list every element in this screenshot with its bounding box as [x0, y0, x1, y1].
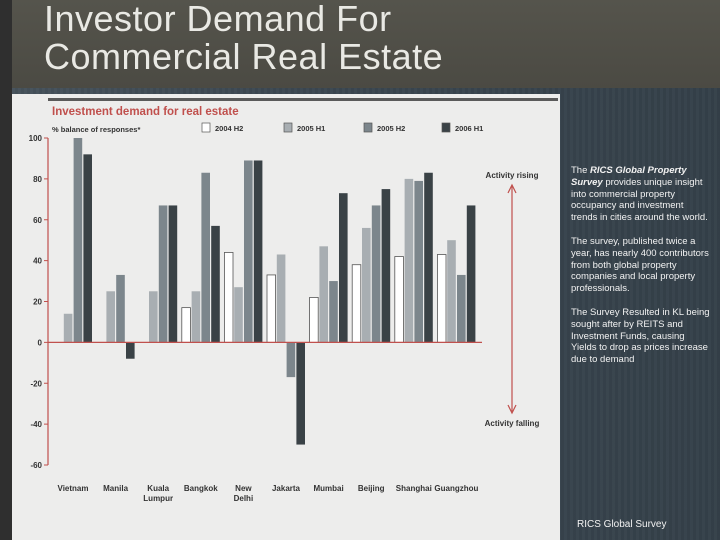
survey-name: RICS Global Property Survey [571, 165, 687, 188]
bar-manila-2005h1 [106, 291, 115, 343]
x-tick-label: New Delhi [234, 484, 254, 503]
x-tick-label: Bangkok [184, 484, 218, 493]
y-tick-label: -60 [30, 461, 42, 470]
bar-mumbai-2005h1 [319, 246, 328, 343]
legend-label: 2005 H1 [297, 124, 325, 133]
chart-panel: Investment demand for real estate % balan… [12, 94, 560, 540]
x-tick-label: Shanghai [396, 484, 432, 493]
arrow-down-icon [507, 404, 517, 415]
x-tick-label-line: Guangzhou [434, 484, 478, 493]
bar-manila-2006h1 [126, 342, 135, 359]
chart-top-rule [48, 98, 558, 101]
legend-label: 2004 H2 [215, 124, 243, 133]
x-tick-label-line: Manila [103, 484, 128, 493]
bar-beijing-2005h1 [362, 227, 371, 343]
bar-shanghai-2005h2 [414, 180, 423, 343]
bar-shanghai-2005h1 [404, 178, 414, 343]
legend-label: 2006 H1 [455, 124, 483, 133]
legend-label: 2005 H2 [377, 124, 405, 133]
y-tick-label: 20 [33, 298, 42, 307]
y-tick-label: 0 [38, 338, 43, 347]
bar-jakarta-2006h1 [296, 342, 305, 445]
slide-title-line-1: Investor Demand For [44, 0, 392, 39]
bar-guangzhou-2005h2 [457, 274, 466, 343]
legend-swatch [201, 122, 211, 133]
bar-jakarta-2005h2 [286, 342, 296, 378]
slide-title: Investor Demand For Commercial Real Esta… [44, 0, 564, 76]
title-band [0, 0, 720, 88]
bar-bangkok-2004h2 [181, 307, 191, 343]
bar-shanghai-2004h2 [394, 256, 404, 343]
x-tick-label-line: Mumbai [313, 484, 343, 493]
y-tick-label: -20 [30, 379, 42, 388]
bar-mumbai-2006h1 [339, 193, 348, 343]
bar-guangzhou-2005h1 [447, 240, 456, 343]
side-paragraph-2: The survey, published twice a year, has … [571, 235, 709, 295]
bar-new-delhi-2006h1 [253, 160, 263, 343]
x-tick-label-line: Beijing [358, 484, 385, 493]
bar-vietnam-2005h2 [73, 138, 83, 343]
side-paragraph-3: The Survey Resulted in KL being sought a… [571, 306, 710, 366]
activity-rising-label: Activity rising [486, 171, 539, 180]
x-tick-label: Mumbai [313, 484, 343, 493]
bar-kuala-lumpur-2006h1 [168, 205, 178, 343]
x-tick-label: Jakarta [272, 484, 301, 493]
y-tick-label: 100 [29, 134, 43, 143]
activity-falling-label: Activity falling [485, 419, 540, 428]
bar-mumbai-2005h2 [329, 281, 338, 343]
bar-beijing-2004h2 [351, 264, 362, 343]
bar-bangkok-2005h1 [191, 291, 201, 343]
arrow-up-icon [507, 183, 517, 194]
bar-new-delhi-2004h2 [223, 252, 234, 343]
x-tick-label-line: Bangkok [184, 484, 218, 493]
source-footer: RICS Global Survey [577, 519, 667, 530]
slide-title-line-2: Commercial Real Estate [44, 36, 444, 77]
x-tick-label-line: Kuala [147, 484, 169, 493]
y-tick-label: 40 [33, 257, 42, 266]
y-tick-label: 60 [33, 216, 42, 225]
side-paragraph-1: The RICS Global Property Survey provides… [571, 165, 708, 224]
bar-beijing-2006h1 [381, 189, 391, 343]
bar-mumbai-2004h2 [309, 297, 319, 343]
y-tick-label: 80 [33, 175, 42, 184]
x-tick-label: Vietnam [58, 484, 89, 493]
y-tick-label: -40 [30, 420, 42, 429]
bar-guangzhou-2004h2 [436, 254, 447, 343]
bar-vietnam-2005h1 [63, 313, 73, 343]
legend-swatch [363, 122, 373, 133]
x-tick-label-line: Jakarta [272, 484, 301, 493]
bar-shanghai-2006h1 [424, 172, 433, 343]
bar-kuala-lumpur-2005h2 [158, 205, 168, 343]
bar-manila-2005h2 [116, 274, 125, 343]
investment-demand-chart: Investment demand for real estate % balan… [29, 98, 558, 503]
side-text: The RICS Global Property Survey provides… [571, 165, 711, 378]
bar-vietnam-2006h1 [83, 154, 92, 343]
bar-kuala-lumpur-2005h1 [149, 291, 158, 343]
bar-new-delhi-2005h1 [234, 287, 243, 343]
left-edge-strip [0, 0, 12, 540]
legend-swatch [441, 122, 451, 133]
x-tick-label-line: Lumpur [143, 494, 173, 503]
x-tick-label: Kuala Lumpur [143, 484, 173, 503]
x-tick-label: Manila [103, 484, 128, 493]
x-tick-label-line: Vietnam [58, 484, 89, 493]
bar-guangzhou-2006h1 [466, 205, 476, 343]
x-tick-label-line: Shanghai [396, 484, 432, 493]
x-tick-label-line: Delhi [234, 494, 254, 503]
chart-title: Investment demand for real estate [52, 106, 239, 118]
x-tick-label: Beijing [358, 484, 385, 493]
bar-bangkok-2006h1 [211, 225, 220, 343]
legend-swatch [283, 122, 293, 133]
x-tick-label: Guangzhou [434, 484, 478, 493]
bar-jakarta-2004h2 [266, 274, 277, 343]
bar-bangkok-2005h2 [201, 172, 210, 343]
x-tick-label-line: New [235, 484, 252, 493]
bar-new-delhi-2005h2 [244, 160, 253, 343]
bar-jakarta-2005h1 [276, 254, 286, 343]
y-axis-label: % balance of responses* [52, 125, 140, 134]
bar-beijing-2005h2 [371, 205, 381, 343]
